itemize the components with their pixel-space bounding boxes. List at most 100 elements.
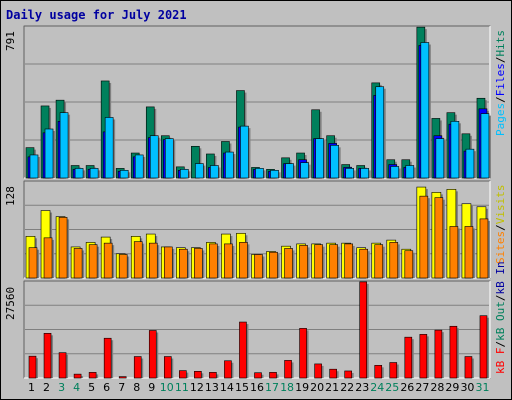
sites-bar-day-26 <box>404 250 414 279</box>
x-tick-label-day-10: 10 <box>159 381 174 394</box>
x-tick-label-day-29: 29 <box>445 381 460 394</box>
pages-bar-day-30 <box>465 148 475 179</box>
x-tick-label-day-6: 6 <box>103 381 111 394</box>
legend-separator: / <box>494 95 507 103</box>
sites-bar-day-18 <box>284 248 293 279</box>
sites-bar-day-31 <box>479 218 489 279</box>
legend-files: Files <box>494 62 507 96</box>
kbytes-bar-day-31 <box>479 315 488 379</box>
pages-bar-day-29 <box>450 121 460 179</box>
sites-bar-day-8 <box>133 241 143 279</box>
pages-bar-day-17 <box>270 170 279 179</box>
kbytes-bar-day-24 <box>374 365 383 379</box>
panel-2-axis-max-label: 128 <box>4 186 17 206</box>
kbytes-bar-day-21 <box>329 368 337 379</box>
x-tick-label-day-15: 15 <box>234 381 249 394</box>
pages-bar-day-25 <box>390 166 400 179</box>
kbytes-bar-day-5 <box>88 372 97 379</box>
x-tick-label-day-22: 22 <box>340 381 355 394</box>
sites-bar-day-5 <box>88 244 98 279</box>
x-tick-label-day-18: 18 <box>280 381 295 394</box>
kbytes-bar-day-15 <box>239 321 247 379</box>
pages-bar-day-31 <box>480 113 490 179</box>
kbytes-bar-day-8 <box>133 356 142 379</box>
pages-bar-day-19 <box>300 162 309 179</box>
pages-bar-day-22 <box>345 168 354 179</box>
middle-legend: Sites/Visits <box>494 185 507 265</box>
x-tick-label-day-16: 16 <box>250 381 264 394</box>
sites-bar-day-16 <box>254 254 263 279</box>
x-tick-label-day-2: 2 <box>43 381 51 394</box>
kbytes-bar-day-22 <box>344 370 352 379</box>
x-tick-label-day-12: 12 <box>189 381 204 394</box>
legend-sites: Sites <box>494 231 507 265</box>
kbytes-bar-day-14 <box>224 360 232 379</box>
kbytes-bar-day-13 <box>209 372 217 379</box>
sites-bar-day-1 <box>28 247 38 279</box>
pages-bar-day-4 <box>74 168 84 179</box>
sites-bar-day-21 <box>329 244 338 279</box>
sites-bar-day-17 <box>269 251 278 279</box>
legend-pages: Pages <box>494 102 507 136</box>
pages-bar-day-2 <box>44 128 54 179</box>
kbytes-bar-day-7 <box>118 376 127 379</box>
kbytes-bar-day-1 <box>28 355 37 379</box>
sites-bar-day-12 <box>194 248 203 279</box>
pages-bar-day-16 <box>255 168 264 179</box>
pages-bar-day-28 <box>435 138 445 179</box>
x-tick-label-day-30: 30 <box>460 381 475 394</box>
sites-bar-day-11 <box>179 248 188 279</box>
top-legend: Pages/Files/Hits <box>494 30 507 136</box>
x-tick-label-day-11: 11 <box>174 381 189 394</box>
x-tick-label-day-31: 31 <box>475 381 490 394</box>
panel-3-axis-max-label: 27560 <box>4 286 17 320</box>
x-tick-label-day-25: 25 <box>385 381 400 394</box>
kbytes-bar-day-30 <box>464 356 473 379</box>
x-tick-label-day-28: 28 <box>430 381 445 394</box>
kbytes-bar-day-11 <box>179 370 187 379</box>
x-tick-label-day-20: 20 <box>310 381 325 394</box>
legend-kb-f: kB F <box>494 347 507 375</box>
kbytes-bar-day-2 <box>43 333 52 379</box>
x-tick-label-day-8: 8 <box>133 381 141 394</box>
legend-separator: / <box>494 340 507 348</box>
kbytes-bar-day-16 <box>254 372 262 379</box>
pages-bar-day-15 <box>240 125 249 179</box>
kbytes-bar-day-3 <box>58 352 67 379</box>
kbytes-bar-day-20 <box>314 363 322 379</box>
sites-bar-day-7 <box>118 254 128 279</box>
x-tick-label-day-4: 4 <box>73 381 81 394</box>
legend-hits: Hits <box>494 29 507 57</box>
chart-title: Daily usage for July 2021 <box>6 8 187 22</box>
x-tick-label-day-19: 19 <box>295 381 310 394</box>
sites-bar-day-2 <box>43 237 53 279</box>
x-tick-label-day-1: 1 <box>28 381 36 394</box>
kbytes-bar-day-17 <box>269 372 277 379</box>
pages-bar-day-14 <box>225 151 234 179</box>
sites-bar-day-3 <box>58 217 68 279</box>
legend-separator: / <box>494 56 507 63</box>
kbytes-bar-day-10 <box>163 356 172 379</box>
pages-bar-day-27 <box>420 42 430 179</box>
pages-bar-day-9 <box>149 135 159 179</box>
legend-separator: / <box>494 294 507 302</box>
pages-bar-day-3 <box>59 112 69 179</box>
kbytes-bar-day-4 <box>73 373 82 379</box>
kbytes-bar-day-27 <box>419 334 428 379</box>
sites-bar-day-6 <box>103 242 113 279</box>
x-tick-label-day-14: 14 <box>219 381 234 394</box>
kbytes-bar-day-6 <box>103 337 112 379</box>
sites-bar-day-20 <box>314 244 323 279</box>
kbytes-bar-day-29 <box>449 325 458 379</box>
pages-bar-day-23 <box>360 168 370 179</box>
x-tick-label-day-24: 24 <box>370 381 385 394</box>
pages-bar-day-24 <box>375 86 385 179</box>
pages-bar-day-11 <box>180 169 189 179</box>
legend-kb-out: kB Out <box>494 301 507 341</box>
legend-separator: / <box>494 224 507 232</box>
legend-kb-in: kB In <box>494 261 507 295</box>
kbytes-bar-day-19 <box>299 328 307 379</box>
kbytes-bar-day-25 <box>389 362 398 379</box>
pages-bar-day-6 <box>104 117 114 179</box>
